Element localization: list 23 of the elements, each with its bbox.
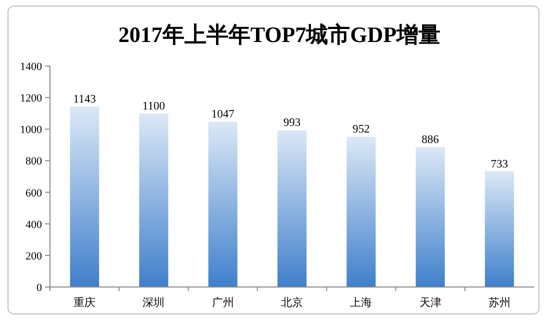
x-tick-label: 上海 (350, 296, 372, 309)
y-tick-label: 1400 (20, 61, 42, 73)
y-tick-label: 0 (36, 282, 42, 294)
chart-title: 2017年上半年TOP7城市GDP增量 (118, 22, 441, 47)
data-label: 733 (490, 158, 508, 170)
data-label: 1100 (142, 100, 166, 112)
x-tick-label: 天津 (419, 296, 442, 309)
y-tick-label: 200 (26, 250, 42, 262)
x-tick-label: 北京 (281, 296, 303, 309)
y-tick-label: 400 (26, 218, 42, 231)
y-tick-label: 800 (26, 156, 42, 168)
x-tick-label: 广州 (212, 296, 234, 309)
data-label: 993 (283, 117, 301, 130)
data-label: 1047 (211, 108, 235, 121)
data-label: 1143 (73, 94, 96, 106)
data-label: 886 (422, 134, 440, 146)
x-tick-label: 重庆 (74, 296, 96, 309)
y-tick-label: 1200 (20, 92, 42, 105)
x-tick-label: 深圳 (142, 296, 165, 309)
data-label: 952 (352, 124, 370, 136)
y-tick-label: 1000 (20, 124, 42, 136)
x-tick-label: 苏州 (488, 296, 510, 309)
y-tick-label: 600 (26, 187, 42, 200)
